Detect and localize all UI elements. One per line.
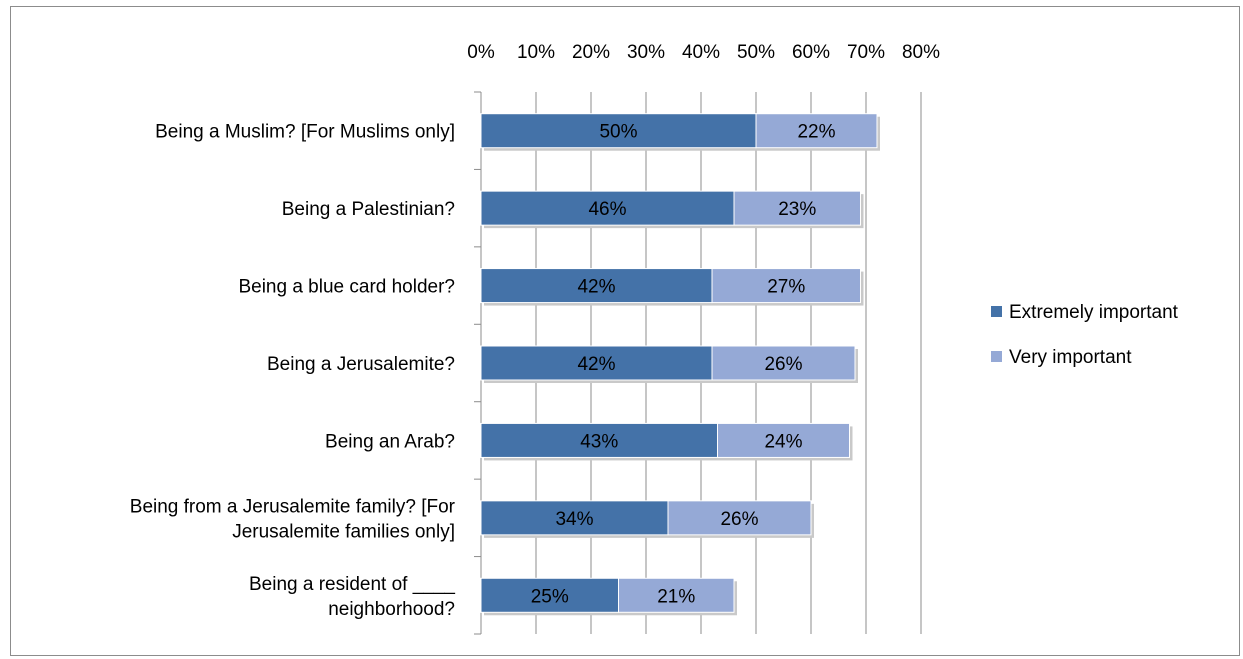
data-label: 50% xyxy=(599,122,637,143)
bar-segment xyxy=(711,268,861,304)
x-tick-label: 40% xyxy=(682,42,720,63)
x-tick-label: 10% xyxy=(517,42,555,63)
bar-segment xyxy=(480,577,619,613)
data-label: 26% xyxy=(720,509,758,530)
data-label: 34% xyxy=(555,509,593,530)
category-label: Being a resident of ____ neighborhood? xyxy=(249,574,455,620)
bar-segment xyxy=(480,422,718,458)
legend-label: Extremely important xyxy=(1009,302,1179,323)
data-label: 24% xyxy=(764,431,802,452)
category-label: Being a Palestinian? xyxy=(282,199,455,220)
legend-swatch xyxy=(991,306,1002,317)
data-label: 23% xyxy=(778,199,816,220)
category-label: Being an Arab? xyxy=(325,431,455,452)
data-label: 43% xyxy=(580,431,618,452)
legend: Extremely important Very important xyxy=(991,302,1179,368)
data-label: 26% xyxy=(764,354,802,375)
bar-segment xyxy=(480,345,713,381)
x-tick-label: 80% xyxy=(902,42,940,63)
x-tick-label: 70% xyxy=(847,42,885,63)
bar-segment xyxy=(480,500,669,536)
x-tick-label: 30% xyxy=(627,42,665,63)
x-tick-label: 50% xyxy=(737,42,775,63)
data-label: 21% xyxy=(657,586,695,607)
x-tick-label: 20% xyxy=(572,42,610,63)
data-label: 42% xyxy=(577,277,615,298)
bar-segment xyxy=(618,577,735,613)
bar-segment xyxy=(733,190,861,226)
bars: 50% 22% 46% 23% 42% 27% 42% 26% 43% 24% 34% 26% 25% 2… xyxy=(480,113,880,616)
bar-segment xyxy=(667,500,812,536)
bar-segment xyxy=(480,268,713,304)
bar-segment xyxy=(717,422,850,458)
bar-segment xyxy=(711,345,856,381)
data-label: 46% xyxy=(588,199,626,220)
data-label: 25% xyxy=(531,586,569,607)
category-label: Being a blue card holder? xyxy=(238,277,455,298)
legend-label: Very important xyxy=(1009,347,1132,368)
x-tick-label: 60% xyxy=(792,42,830,63)
legend-swatch xyxy=(991,351,1002,362)
category-label: Being a Muslim? [For Muslims only] xyxy=(155,122,455,143)
category-label: Being from a Jerusalemite family? [For Je… xyxy=(130,496,456,542)
data-label: 42% xyxy=(577,354,615,375)
bar-segment xyxy=(480,190,735,226)
x-tick-label: 0% xyxy=(467,42,495,63)
x-tick-labels: 0% 10% 20% 30% 40% 50% 60% 70% 80% xyxy=(467,42,940,63)
bar-segment xyxy=(755,113,878,149)
category-label: Being a Jerusalemite? xyxy=(267,354,455,375)
bar-segment xyxy=(480,113,757,149)
data-label: 22% xyxy=(797,122,835,143)
category-labels: Being a Muslim? [For Muslims only] Being … xyxy=(130,122,456,620)
data-label: 27% xyxy=(767,277,805,298)
